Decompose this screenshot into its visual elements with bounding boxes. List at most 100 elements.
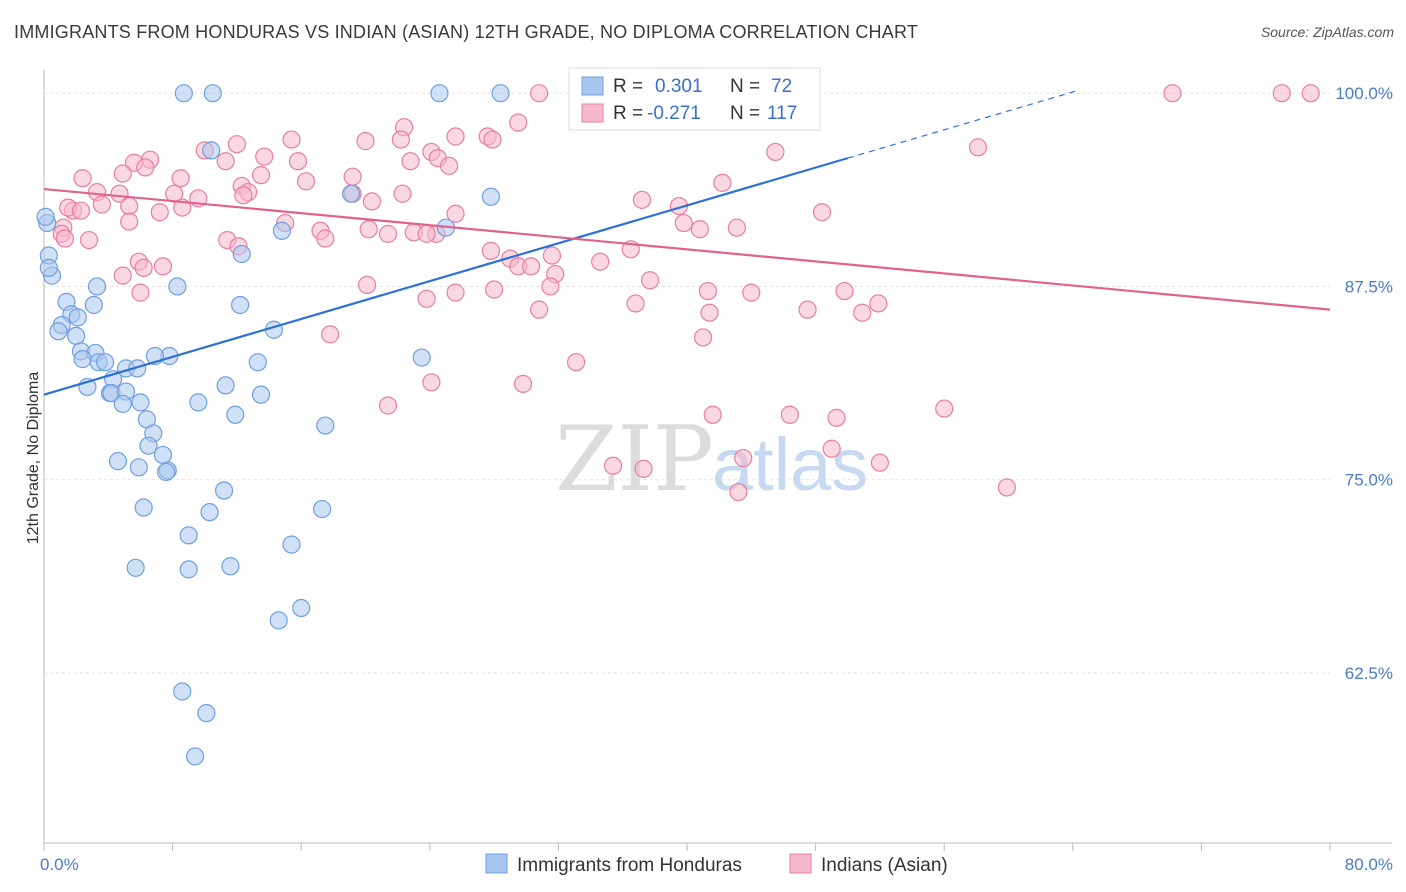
bottom-legend-label-honduras: Immigrants from Honduras bbox=[517, 855, 742, 876]
indians-point bbox=[1163, 84, 1182, 103]
legend-frame bbox=[568, 67, 821, 131]
indians-point bbox=[483, 130, 502, 149]
honduras-point bbox=[67, 326, 86, 346]
honduras-point bbox=[216, 376, 235, 395]
honduras-point bbox=[36, 207, 55, 226]
legend-swatch-blue bbox=[581, 76, 604, 96]
honduras-point bbox=[203, 84, 222, 103]
legend-r-value-2: -0.271 bbox=[647, 103, 701, 124]
honduras-point bbox=[95, 353, 115, 372]
honduras-point bbox=[73, 350, 92, 369]
indians-point bbox=[417, 289, 436, 308]
honduras-point bbox=[272, 221, 292, 240]
indians-point bbox=[727, 218, 746, 237]
indians-point bbox=[251, 166, 271, 185]
indians-point bbox=[134, 258, 153, 277]
indians-point bbox=[131, 283, 150, 302]
indians-point bbox=[391, 130, 410, 149]
indians-point bbox=[869, 294, 888, 313]
indians-point bbox=[566, 353, 586, 372]
honduras-point bbox=[108, 452, 128, 471]
indians-point bbox=[853, 303, 872, 322]
honduras-point bbox=[412, 348, 431, 367]
honduras-point bbox=[113, 394, 132, 414]
honduras-point bbox=[481, 187, 500, 206]
honduras-point bbox=[39, 258, 58, 277]
honduras-point bbox=[200, 503, 219, 522]
indians-point bbox=[591, 252, 610, 271]
indians-point bbox=[227, 135, 246, 154]
indians-point bbox=[734, 448, 753, 468]
honduras-point bbox=[134, 498, 153, 517]
indians-point bbox=[282, 130, 301, 149]
honduras-point bbox=[221, 557, 240, 576]
source-label: Source: ZipAtlas.com bbox=[1260, 24, 1394, 40]
indians-point bbox=[446, 204, 465, 223]
indians-point bbox=[674, 213, 693, 233]
correlation-legend: R = 0.301 N = 72 R = -0.271 N = 117 bbox=[568, 67, 821, 131]
indians-point bbox=[356, 132, 375, 151]
honduras-point bbox=[139, 436, 158, 455]
indians-point bbox=[530, 300, 549, 319]
honduras-point bbox=[232, 244, 251, 264]
legend-n-value-2: 117 bbox=[767, 103, 797, 124]
indians-point bbox=[234, 186, 253, 205]
indians-point bbox=[827, 408, 846, 427]
honduras-point bbox=[126, 558, 145, 577]
indians-point bbox=[1301, 84, 1320, 103]
honduras-point bbox=[68, 308, 87, 327]
indians-point bbox=[316, 229, 335, 248]
indians-point bbox=[690, 220, 709, 239]
watermark-zip: ZIP bbox=[555, 407, 714, 512]
indians-point bbox=[542, 246, 562, 265]
indians-point bbox=[780, 405, 799, 424]
indians-point bbox=[703, 405, 722, 424]
indians-point bbox=[439, 156, 459, 175]
honduras-point bbox=[292, 598, 311, 618]
honduras-trend-extension bbox=[847, 89, 1080, 159]
honduras-point bbox=[84, 295, 103, 315]
indians-point bbox=[55, 229, 74, 248]
indians-point bbox=[288, 152, 308, 171]
indians-point bbox=[935, 399, 954, 418]
legend-r-value-1: 0.301 bbox=[655, 76, 703, 97]
indians-point bbox=[521, 257, 541, 276]
indians-point bbox=[343, 167, 362, 186]
honduras-point bbox=[282, 535, 301, 554]
honduras-point bbox=[153, 445, 173, 465]
indians-trend-line bbox=[43, 187, 1331, 311]
indians-point bbox=[92, 195, 111, 214]
honduras-point bbox=[179, 526, 198, 545]
legend-n-label-1: N = bbox=[730, 76, 760, 97]
y-tick-label: 62.5% bbox=[1345, 664, 1393, 683]
honduras-point bbox=[197, 704, 216, 723]
trend-lines bbox=[43, 89, 1331, 396]
indians-point bbox=[822, 439, 841, 458]
honduras-point bbox=[312, 499, 332, 519]
honduras-point bbox=[248, 353, 267, 372]
honduras-point bbox=[226, 405, 245, 424]
indians-point bbox=[640, 271, 660, 290]
honduras-point bbox=[231, 295, 250, 315]
indians-point bbox=[626, 294, 645, 313]
indians-point bbox=[216, 152, 235, 171]
indians-point bbox=[693, 328, 713, 347]
bottom-legend: Immigrants from Honduras Indians (Asian) bbox=[485, 853, 948, 876]
x-tick-label-start: 0.0% bbox=[40, 855, 79, 874]
indians-point bbox=[513, 374, 533, 393]
chart-title: IMMIGRANTS FROM HONDURAS VS INDIAN (ASIA… bbox=[14, 22, 919, 42]
indians-point bbox=[603, 456, 623, 475]
legend-n-label-2: N = bbox=[730, 103, 760, 124]
indians-point bbox=[378, 396, 398, 415]
indians-point bbox=[150, 203, 169, 222]
indians-point bbox=[417, 224, 436, 243]
indians-point bbox=[393, 184, 412, 203]
honduras-point bbox=[129, 458, 148, 477]
y-tick-label: 87.5% bbox=[1345, 277, 1393, 296]
indians-point bbox=[698, 281, 717, 301]
honduras-trend-line bbox=[43, 157, 849, 396]
honduras-point bbox=[174, 84, 193, 103]
honduras-point bbox=[186, 747, 205, 766]
series-honduras-points bbox=[36, 84, 713, 766]
